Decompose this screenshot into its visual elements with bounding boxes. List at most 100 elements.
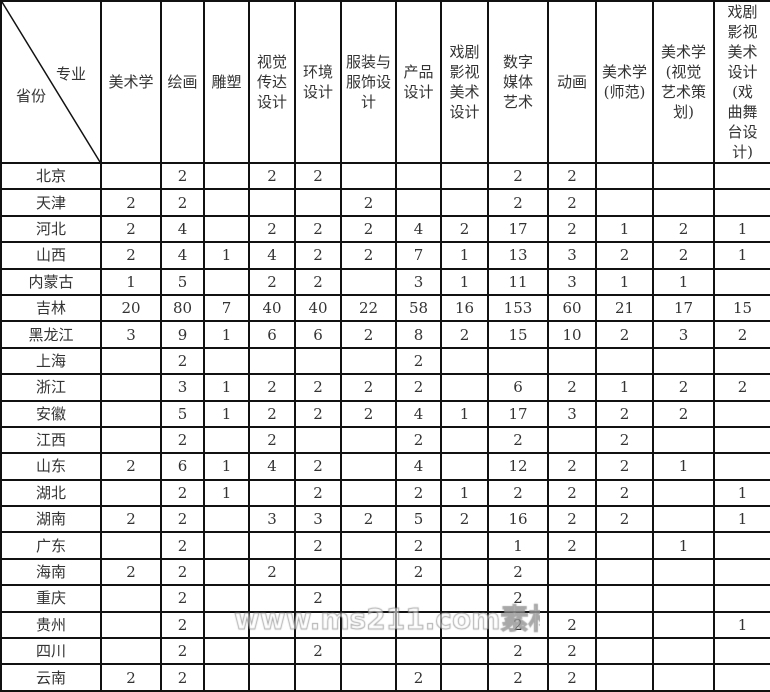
value-cell <box>440 346 489 376</box>
value-cell: 1 <box>595 373 654 402</box>
value-cell <box>294 346 342 376</box>
value-cell <box>652 188 715 217</box>
province-cell: 江西 <box>0 425 102 455</box>
value-cell: 2 <box>340 320 397 349</box>
value-cell <box>203 267 250 296</box>
value-cell <box>100 584 162 613</box>
value-cell: 2 <box>100 505 162 534</box>
value-cell <box>713 425 770 455</box>
value-cell <box>652 346 715 376</box>
column-header: 美术学(视觉艺术策划) <box>652 0 715 164</box>
province-cell: 广东 <box>0 531 102 560</box>
value-cell: 17 <box>487 399 549 428</box>
province-cell: 天津 <box>0 188 102 217</box>
value-cell: 2 <box>595 452 654 481</box>
value-cell: 2 <box>160 663 205 692</box>
value-cell <box>294 188 342 217</box>
value-cell: 2 <box>160 478 205 508</box>
province-cell: 黑龙江 <box>0 320 102 349</box>
value-cell <box>595 161 654 191</box>
value-cell: 3 <box>547 267 597 296</box>
value-cell: 6 <box>160 452 205 481</box>
value-cell <box>340 452 397 481</box>
value-cell: 2 <box>595 241 654 270</box>
value-cell <box>652 584 715 613</box>
column-header-label: 动画 <box>556 73 587 91</box>
value-cell: 2 <box>395 557 442 587</box>
column-header-label: 环境设计 <box>302 63 333 101</box>
value-cell: 8 <box>395 320 442 349</box>
value-cell <box>340 478 397 508</box>
value-cell: 2 <box>160 584 205 613</box>
value-cell <box>203 505 250 534</box>
table-row: 浙江 3 1 2 2 2 2 6 2 1 2 2 <box>0 373 770 402</box>
column-header: 数字媒体艺术 <box>487 0 549 164</box>
value-cell <box>100 637 162 666</box>
value-cell: 7 <box>395 241 442 270</box>
value-cell: 3 <box>160 373 205 402</box>
value-cell <box>395 188 442 217</box>
value-cell: 2 <box>595 399 654 428</box>
value-cell: 1 <box>440 399 489 428</box>
value-cell <box>340 637 397 666</box>
value-cell <box>440 161 489 191</box>
value-cell: 2 <box>395 531 442 560</box>
value-cell: 15 <box>713 293 770 323</box>
table-row: 河北 2 4 2 2 2 4 2 17 2 1 2 1 <box>0 214 770 244</box>
value-cell: 2 <box>395 346 442 376</box>
value-cell <box>595 637 654 666</box>
value-cell: 2 <box>294 267 342 296</box>
value-cell <box>203 557 250 587</box>
value-cell <box>203 214 250 244</box>
value-cell <box>440 610 489 640</box>
province-cell: 海南 <box>0 557 102 587</box>
value-cell: 6 <box>294 320 342 349</box>
column-header-label: 产品设计 <box>403 63 434 101</box>
value-cell: 20 <box>100 293 162 323</box>
column-header: 戏剧影视美术设计 <box>440 0 489 164</box>
value-cell <box>713 399 770 428</box>
value-cell: 2 <box>248 214 296 244</box>
value-cell: 2 <box>547 452 597 481</box>
value-cell: 4 <box>160 214 205 244</box>
value-cell: 2 <box>595 425 654 455</box>
column-header-label: 绘画 <box>167 73 198 91</box>
value-cell: 1 <box>713 214 770 244</box>
value-cell: 2 <box>487 610 549 640</box>
table-row: 上海 2 2 <box>0 346 770 376</box>
value-cell: 4 <box>395 452 442 481</box>
value-cell <box>294 425 342 455</box>
value-cell <box>340 663 397 692</box>
value-cell <box>203 584 250 613</box>
value-cell <box>595 557 654 587</box>
value-cell: 11 <box>487 267 549 296</box>
value-cell <box>595 610 654 640</box>
value-cell <box>713 663 770 692</box>
value-cell: 2 <box>100 188 162 217</box>
value-cell: 1 <box>652 452 715 481</box>
value-cell <box>440 584 489 613</box>
value-cell: 80 <box>160 293 205 323</box>
value-cell <box>203 425 250 455</box>
value-cell: 2 <box>440 320 489 349</box>
value-cell <box>395 610 442 640</box>
value-cell <box>713 531 770 560</box>
value-cell: 2 <box>440 214 489 244</box>
value-cell <box>713 267 770 296</box>
value-cell <box>203 637 250 666</box>
value-cell: 153 <box>487 293 549 323</box>
value-cell: 60 <box>547 293 597 323</box>
province-cell: 山东 <box>0 452 102 481</box>
value-cell <box>713 557 770 587</box>
column-header-label: 美术学(视觉艺术策划) <box>660 43 706 121</box>
value-cell: 2 <box>395 425 442 455</box>
column-header-label: 美术学 <box>108 73 154 91</box>
value-cell: 1 <box>203 478 250 508</box>
table-row: 安徽 5 1 2 2 2 4 1 17 3 2 2 <box>0 399 770 428</box>
value-cell: 2 <box>248 425 296 455</box>
value-cell <box>340 346 397 376</box>
value-cell <box>100 478 162 508</box>
value-cell: 7 <box>203 293 250 323</box>
value-cell <box>340 584 397 613</box>
